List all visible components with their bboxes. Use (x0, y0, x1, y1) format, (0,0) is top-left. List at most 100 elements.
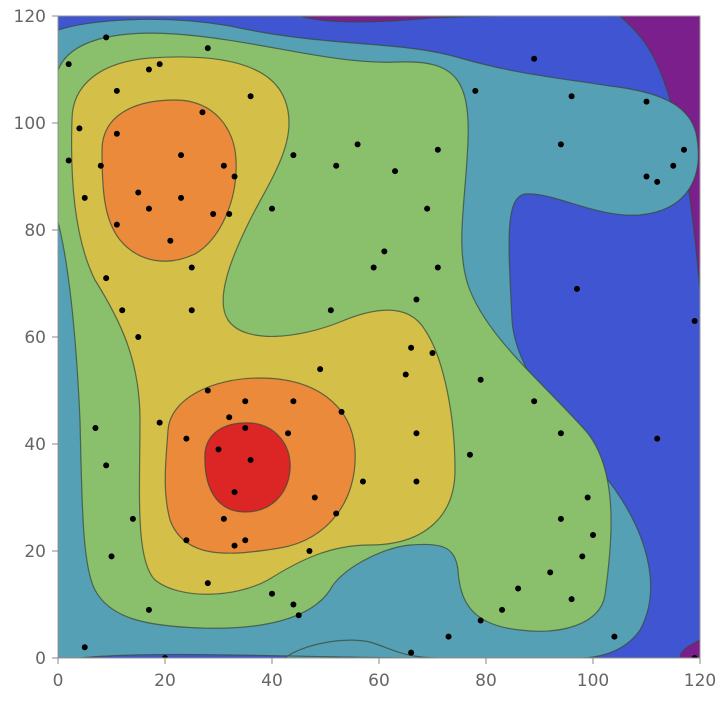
data-point (568, 596, 575, 603)
data-point (81, 644, 88, 651)
data-points (65, 34, 698, 658)
data-point (531, 398, 538, 405)
data-point (215, 446, 222, 453)
data-point (247, 457, 254, 464)
data-point (333, 510, 340, 517)
y-tick-label: 60 (24, 328, 46, 348)
data-point (413, 296, 420, 303)
data-point (643, 173, 650, 180)
data-point (472, 87, 479, 94)
data-point (231, 489, 238, 496)
data-point (557, 141, 564, 148)
data-point (156, 61, 163, 68)
data-point (269, 590, 275, 597)
data-point (317, 366, 324, 373)
data-point (477, 617, 484, 624)
data-point (242, 537, 249, 544)
data-point (113, 130, 120, 137)
x-tick-label: 80 (475, 671, 497, 691)
data-point (183, 435, 190, 442)
data-point (445, 633, 452, 640)
plot-area (58, 16, 700, 658)
data-point (226, 414, 233, 421)
data-point (103, 462, 110, 469)
data-point (338, 408, 345, 415)
data-point (691, 317, 698, 324)
data-point (108, 553, 115, 560)
x-tick-label: 60 (368, 671, 390, 691)
data-point (145, 205, 152, 212)
data-point (333, 162, 340, 169)
data-point (220, 162, 227, 169)
data-point (183, 537, 190, 544)
data-point (466, 451, 473, 458)
data-point (188, 264, 195, 271)
data-point (311, 494, 318, 501)
data-point (204, 580, 211, 587)
x-tick-label: 20 (154, 671, 176, 691)
data-point (354, 141, 361, 148)
data-point (568, 93, 575, 100)
data-point (557, 430, 564, 437)
data-point (547, 569, 554, 576)
data-point (242, 424, 249, 431)
y-tick-label: 120 (14, 7, 46, 27)
data-point (204, 387, 211, 394)
data-point (499, 606, 506, 613)
data-point (654, 178, 661, 185)
data-point (145, 606, 152, 613)
data-point (178, 152, 185, 159)
data-point (242, 398, 249, 405)
y-tick-label: 20 (24, 542, 46, 562)
data-point (285, 430, 292, 437)
data-point (670, 162, 677, 169)
data-point (135, 189, 142, 196)
data-point (76, 125, 83, 132)
data-point (145, 66, 152, 73)
data-point (424, 205, 431, 212)
y-tick-label: 40 (24, 435, 46, 455)
data-point (691, 655, 698, 658)
data-point (434, 264, 441, 271)
data-point (113, 221, 120, 228)
data-point (515, 585, 522, 592)
data-point (295, 612, 302, 619)
data-point (210, 210, 217, 217)
data-point (231, 173, 238, 180)
data-point (557, 515, 564, 522)
contour-band-level-6 (204, 422, 291, 513)
y-tick-label: 100 (14, 114, 46, 134)
data-point (113, 87, 120, 94)
data-point (590, 531, 596, 538)
data-point (167, 237, 174, 244)
data-point (413, 478, 420, 485)
data-point (327, 307, 334, 314)
data-point (103, 34, 110, 41)
data-point (643, 98, 650, 105)
data-point (97, 162, 104, 169)
x-tick-label: 120 (684, 671, 716, 691)
data-point (408, 344, 415, 351)
x-tick-label: 100 (577, 671, 609, 691)
x-tick-label: 40 (261, 671, 283, 691)
data-point (220, 515, 227, 522)
data-point (429, 350, 436, 357)
data-point (162, 655, 168, 658)
data-point (573, 285, 580, 292)
data-point (135, 334, 142, 340)
data-point (199, 109, 206, 116)
data-point (402, 371, 409, 378)
data-point (103, 275, 110, 282)
data-point (65, 157, 72, 164)
data-point (680, 146, 687, 153)
data-point (654, 435, 661, 442)
data-point (290, 398, 297, 405)
data-point (381, 248, 388, 255)
data-point (247, 93, 254, 100)
data-point (269, 205, 275, 212)
data-point (290, 152, 297, 159)
data-point (178, 194, 185, 201)
data-point (434, 146, 441, 153)
data-point (290, 601, 297, 608)
data-point (92, 424, 99, 431)
